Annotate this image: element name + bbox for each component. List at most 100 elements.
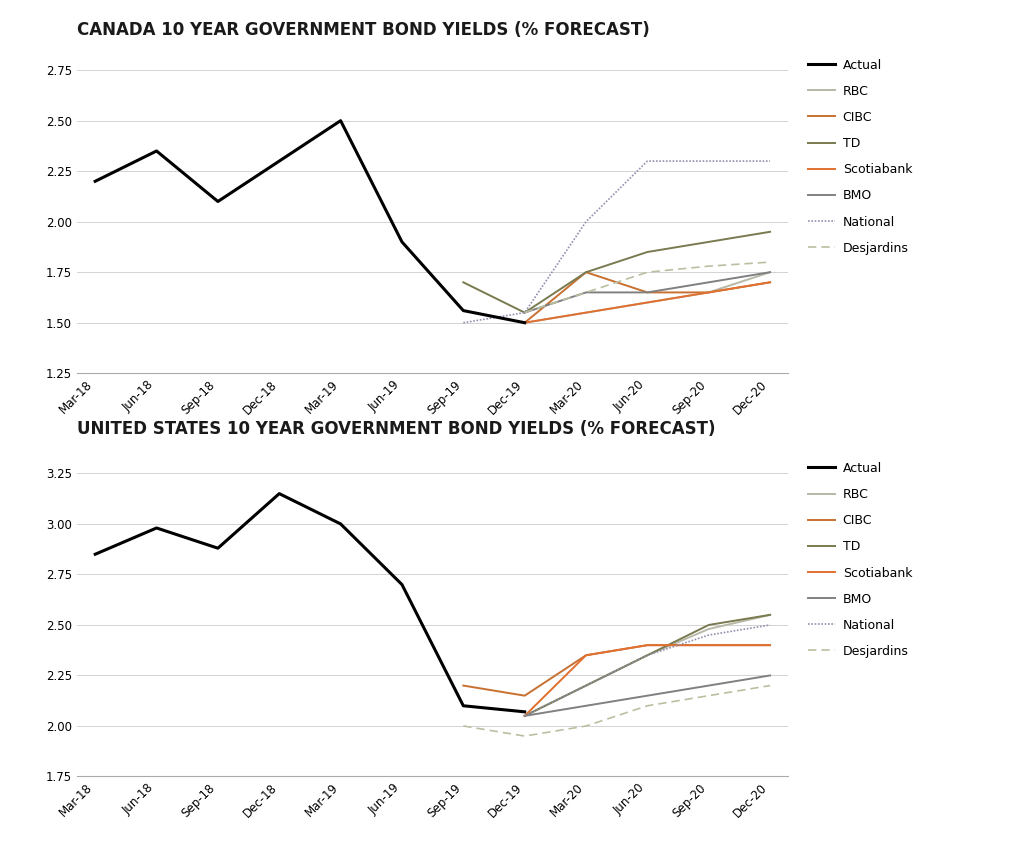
Desjardins (764, 680, 776, 691)
CIBC (457, 680, 469, 691)
Legend: Actual, RBC, CIBC, TD, Scotiabank, BMO, National, Desjardins: Actual, RBC, CIBC, TD, Scotiabank, BMO, … (803, 457, 918, 663)
National (764, 156, 776, 166)
Line: Desjardins: Desjardins (524, 262, 770, 312)
Actual (518, 317, 530, 328)
TD (580, 680, 592, 691)
National (764, 619, 776, 630)
RBC (580, 680, 592, 691)
Line: National: National (463, 161, 770, 323)
National (580, 216, 592, 227)
RBC (641, 298, 653, 308)
CIBC (641, 287, 653, 298)
Scotiabank (641, 298, 653, 308)
CIBC (580, 267, 592, 277)
BMO (518, 307, 530, 317)
Line: TD: TD (524, 615, 770, 716)
Desjardins (641, 701, 653, 711)
CIBC (702, 640, 715, 650)
RBC (702, 624, 715, 634)
CIBC (641, 640, 653, 650)
Actual (518, 707, 530, 717)
Desjardins (702, 261, 715, 271)
Scotiabank (580, 650, 592, 661)
TD (702, 237, 715, 247)
Desjardins (764, 257, 776, 267)
Scotiabank (702, 287, 715, 298)
Line: Scotiabank: Scotiabank (524, 282, 770, 323)
National (641, 650, 653, 661)
Line: Desjardins: Desjardins (463, 686, 770, 736)
Desjardins (518, 307, 530, 317)
Line: CIBC: CIBC (463, 645, 770, 696)
Scotiabank (641, 640, 653, 650)
RBC (764, 610, 776, 620)
Actual (457, 305, 469, 316)
BMO (580, 701, 592, 711)
Actual (212, 196, 224, 207)
RBC (518, 317, 530, 328)
BMO (641, 691, 653, 701)
Scotiabank (702, 640, 715, 650)
TD (764, 227, 776, 237)
Desjardins (641, 267, 653, 277)
CIBC (764, 640, 776, 650)
Line: CIBC: CIBC (524, 272, 770, 323)
National (580, 680, 592, 691)
TD (580, 267, 592, 277)
Desjardins (702, 691, 715, 701)
Line: BMO: BMO (524, 272, 770, 312)
Line: RBC: RBC (524, 615, 770, 716)
Actual (335, 519, 347, 529)
CIBC (764, 277, 776, 287)
National (702, 630, 715, 640)
National (457, 317, 469, 328)
RBC (764, 267, 776, 277)
Line: Actual: Actual (95, 121, 524, 323)
Desjardins (580, 721, 592, 731)
RBC (518, 710, 530, 721)
Desjardins (518, 731, 530, 741)
Line: Scotiabank: Scotiabank (524, 645, 770, 716)
Desjardins (580, 287, 592, 298)
National (518, 307, 530, 317)
Actual (212, 543, 224, 553)
Line: National: National (524, 625, 770, 716)
Actual (396, 237, 409, 247)
BMO (518, 710, 530, 721)
TD (641, 650, 653, 661)
National (641, 156, 653, 166)
Legend: Actual, RBC, CIBC, TD, Scotiabank, BMO, National, Desjardins: Actual, RBC, CIBC, TD, Scotiabank, BMO, … (803, 54, 918, 260)
Line: Actual: Actual (95, 493, 524, 712)
Text: UNITED STATES 10 YEAR GOVERNMENT BOND YIELDS (% FORECAST): UNITED STATES 10 YEAR GOVERNMENT BOND YI… (77, 420, 716, 438)
Scotiabank (518, 317, 530, 328)
Actual (89, 176, 101, 186)
TD (764, 610, 776, 620)
BMO (641, 287, 653, 298)
Text: CANADA 10 YEAR GOVERNMENT BOND YIELDS (% FORECAST): CANADA 10 YEAR GOVERNMENT BOND YIELDS (%… (77, 21, 649, 39)
Line: BMO: BMO (524, 675, 770, 716)
RBC (641, 650, 653, 661)
TD (702, 619, 715, 630)
TD (457, 277, 469, 287)
Actual (89, 549, 101, 559)
Actual (151, 146, 163, 156)
Scotiabank (580, 307, 592, 317)
RBC (702, 287, 715, 298)
National (518, 710, 530, 721)
Actual (457, 701, 469, 711)
CIBC (518, 317, 530, 328)
TD (518, 710, 530, 721)
Actual (273, 488, 286, 498)
Scotiabank (518, 710, 530, 721)
Scotiabank (764, 277, 776, 287)
Actual (335, 116, 347, 126)
Desjardins (457, 721, 469, 731)
RBC (580, 307, 592, 317)
Line: RBC: RBC (524, 272, 770, 323)
CIBC (580, 650, 592, 661)
Scotiabank (764, 640, 776, 650)
BMO (702, 277, 715, 287)
BMO (764, 267, 776, 277)
TD (641, 247, 653, 257)
TD (518, 307, 530, 317)
